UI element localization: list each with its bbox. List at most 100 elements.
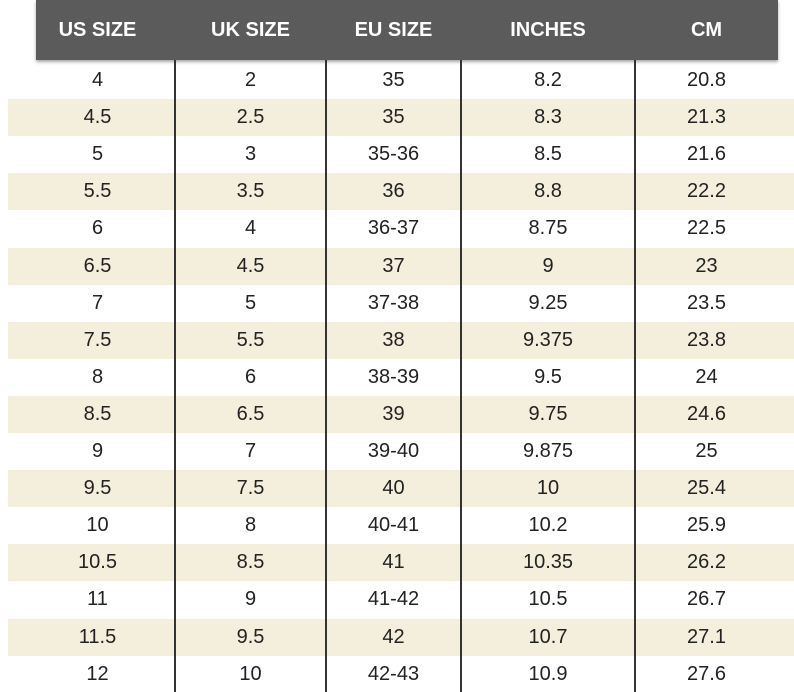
table-cell: 38 xyxy=(382,328,405,351)
header-bar xyxy=(36,0,778,60)
column-divider xyxy=(634,60,636,692)
table-cell: 24 xyxy=(695,365,718,388)
column-divider xyxy=(325,60,327,692)
table-cell: 8 xyxy=(244,514,257,537)
table-cell: 11 xyxy=(87,588,108,611)
header-cell: CM xyxy=(690,18,723,41)
table-cell: 20.8 xyxy=(687,69,726,92)
table-cell: 7.5 xyxy=(236,477,265,500)
table-cell: 6 xyxy=(244,365,257,388)
table-cell: 39 xyxy=(382,402,405,425)
table-cell: 41 xyxy=(382,551,405,574)
row-band xyxy=(8,395,794,433)
table-cell: 9.5 xyxy=(83,477,112,500)
table-cell: 8.3 xyxy=(534,106,562,129)
header-cell: INCHES xyxy=(510,18,586,41)
table-cell: 10.5 xyxy=(528,588,568,611)
table-cell: 10.5 xyxy=(78,551,117,574)
table-cell: 7 xyxy=(244,440,257,463)
table-cell: 42-43 xyxy=(367,662,420,685)
row-band xyxy=(8,99,794,137)
table-cell: 23.5 xyxy=(687,291,726,314)
table-cell: 36 xyxy=(382,180,405,203)
table-cell: 23.8 xyxy=(687,328,726,351)
table-cell: 6.5 xyxy=(83,254,112,277)
header-cell: UK SIZE xyxy=(211,18,290,41)
table-cell: 25.4 xyxy=(687,477,726,500)
table-cell: 9.75 xyxy=(528,402,568,425)
table-cell: 42 xyxy=(382,625,405,648)
table-cell: 4.5 xyxy=(83,106,112,129)
row-band xyxy=(8,470,794,508)
table-cell: 8.5 xyxy=(534,143,562,166)
table-cell: 4 xyxy=(91,69,104,92)
table-cell: 37 xyxy=(382,254,405,277)
table-cell: 12 xyxy=(86,662,109,685)
table-cell: 27.1 xyxy=(687,625,726,648)
row-band xyxy=(8,173,794,211)
table-cell: 10.35 xyxy=(522,551,574,574)
table-cell: 40 xyxy=(382,477,405,500)
table-cell: 4 xyxy=(244,217,257,240)
table-cell: 9.375 xyxy=(522,328,574,351)
table-cell: 38-39 xyxy=(367,365,420,388)
table-cell: 22.2 xyxy=(687,180,726,203)
table-cell: 5.5 xyxy=(83,180,112,203)
table-cell: 8.5 xyxy=(83,402,112,425)
table-cell: 5 xyxy=(91,143,104,166)
table-cell: 7 xyxy=(91,291,104,314)
column-divider xyxy=(174,60,176,692)
table-cell: 10 xyxy=(86,514,109,537)
table-cell: 26.7 xyxy=(687,588,726,611)
table-cell: 25.9 xyxy=(687,514,726,537)
row-band xyxy=(8,618,794,656)
table-cell: 37-38 xyxy=(367,291,420,314)
row-band xyxy=(8,544,794,582)
table-cell: 6.5 xyxy=(236,402,265,425)
header-cell: US SIZE xyxy=(58,18,137,41)
table-cell: 10.7 xyxy=(528,625,568,648)
table-cell: 8.75 xyxy=(528,217,568,240)
table-cell: 2.5 xyxy=(236,106,265,129)
table-cell: 9.25 xyxy=(528,291,568,314)
table-cell: 27.6 xyxy=(687,662,726,685)
table-cell: 36-37 xyxy=(367,217,420,240)
table-cell: 5 xyxy=(244,291,257,314)
table-cell: 22.5 xyxy=(687,217,726,240)
table-cell: 8.5 xyxy=(236,551,265,574)
header-cell: EU SIZE xyxy=(354,18,433,41)
table-cell: 9.875 xyxy=(522,440,574,463)
table-cell: 9 xyxy=(542,254,554,277)
table-cell: 10.2 xyxy=(528,514,568,537)
table-cell: 9 xyxy=(244,588,257,611)
table-cell: 8.2 xyxy=(534,69,562,92)
table-cell: 9.5 xyxy=(236,625,265,648)
table-cell: 5.5 xyxy=(236,328,265,351)
table-cell: 8.8 xyxy=(534,180,562,203)
table-cell: 8 xyxy=(91,365,104,388)
table-cell: 35-36 xyxy=(367,143,420,166)
table-cell: 21.6 xyxy=(687,143,726,166)
table-cell: 3.5 xyxy=(236,180,265,203)
table-cell: 39-40 xyxy=(367,440,420,463)
table-cell: 10 xyxy=(536,477,560,500)
table-cell: 25 xyxy=(695,440,718,463)
table-cell: 4.5 xyxy=(236,254,265,277)
row-band xyxy=(8,247,794,285)
table-cell: 40-41 xyxy=(367,514,420,537)
table-cell: 21.3 xyxy=(687,106,726,129)
table-cell: 35 xyxy=(382,106,405,129)
row-band xyxy=(8,321,794,359)
table-cell: 35 xyxy=(382,69,405,92)
table-cell: 9 xyxy=(91,440,104,463)
table-cell: 41-42 xyxy=(367,588,420,611)
table-cell: 11.5 xyxy=(78,625,117,648)
column-divider xyxy=(460,60,462,692)
table-cell: 9.5 xyxy=(534,365,562,388)
table-cell: 23 xyxy=(695,254,718,277)
table-cell: 3 xyxy=(244,143,257,166)
table-cell: 7.5 xyxy=(83,328,112,351)
table-cell: 10.9 xyxy=(528,662,568,685)
table-cell: 26.2 xyxy=(687,551,726,574)
